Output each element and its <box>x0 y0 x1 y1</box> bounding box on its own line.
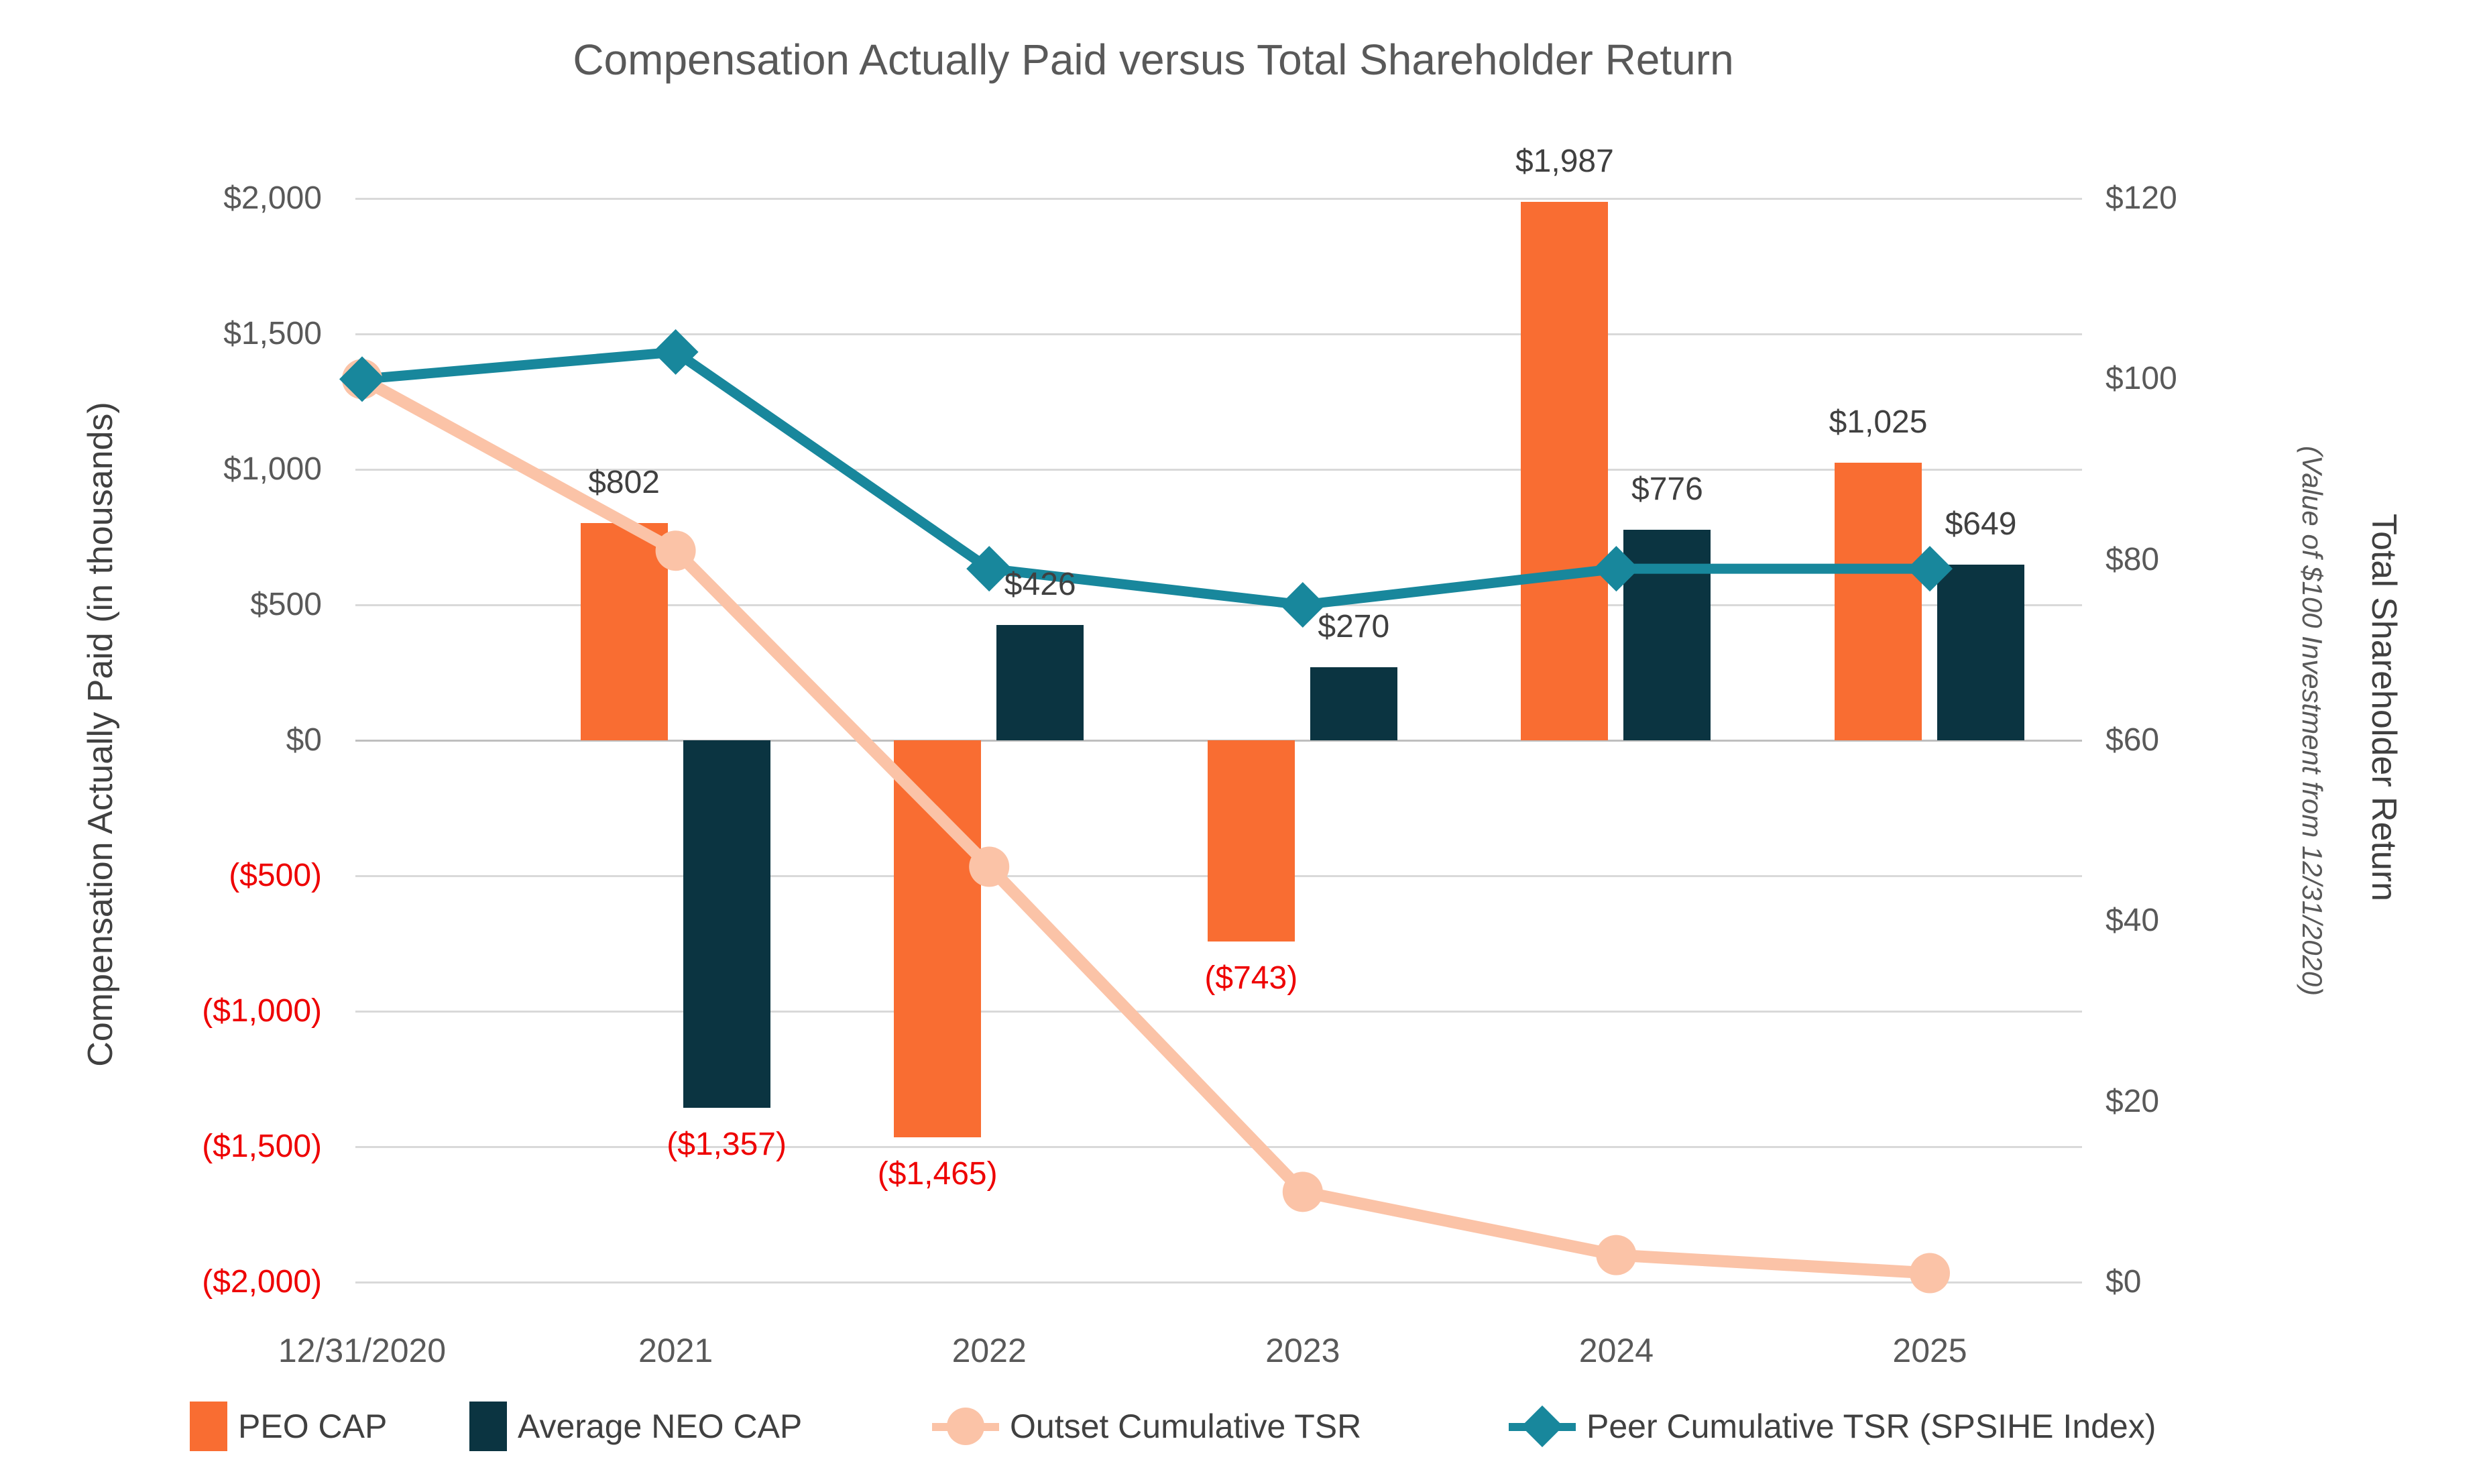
peo-cap-bar <box>894 740 982 1137</box>
bar-data-label: $776 <box>1631 471 1703 508</box>
peo-cap-bar <box>1521 202 1609 740</box>
avg-neo-cap-bar <box>1623 530 1711 740</box>
outset-tsr-line <box>359 374 1930 1279</box>
bar-data-label: $270 <box>1318 608 1390 644</box>
diamond-marker-icon <box>1521 1405 1564 1448</box>
left-axis-tick: $1,500 <box>223 316 322 351</box>
right-axis-tick: $60 <box>2105 722 2160 758</box>
legend-item: PEO CAP <box>190 1398 387 1454</box>
left-axis-tick: ($1,500) <box>202 1129 322 1164</box>
circle-marker-icon <box>947 1408 984 1445</box>
avg-neo-cap-legend-swatch <box>469 1402 507 1451</box>
left-axis-tick: $500 <box>250 587 322 622</box>
bar-data-label: ($743) <box>1204 960 1298 996</box>
bar-data-label: $802 <box>588 464 660 500</box>
chart-title: Compensation Actually Paid versus Total … <box>573 36 1734 84</box>
left-axis-tick: ($2,000) <box>202 1264 322 1300</box>
avg-neo-cap-bar <box>1937 564 2024 740</box>
gridline <box>355 1146 2082 1148</box>
outset-tsr-marker <box>1596 1235 1637 1275</box>
legend-label: Outset Cumulative TSR <box>1010 1408 1362 1445</box>
right-axis-tick: $100 <box>2105 361 2177 397</box>
bar-data-label: $426 <box>1004 566 1076 602</box>
gridline <box>355 1011 2082 1013</box>
x-axis-label: 2025 <box>1892 1332 1967 1369</box>
avg-neo-cap-bar <box>683 740 770 1108</box>
bar-data-label: $1,025 <box>1829 404 1928 440</box>
peer-tsr-legend-marker <box>1509 1398 1576 1454</box>
left-axis-tick: ($500) <box>229 858 322 893</box>
right-axis-subtitle: (Value of $100 Investment from 12/31/202… <box>2297 445 2328 996</box>
left-axis-tick: $2,000 <box>223 180 322 216</box>
x-axis-label: 2023 <box>1265 1332 1340 1369</box>
bar-data-label: $649 <box>1945 506 2017 542</box>
bar-data-label: ($1,357) <box>667 1127 787 1163</box>
right-axis-tick: $40 <box>2105 903 2160 939</box>
x-axis-label: 2024 <box>1578 1332 1654 1369</box>
x-axis-label: 2021 <box>638 1332 713 1369</box>
outset-tsr-marker <box>1282 1172 1323 1212</box>
peo-cap-legend-swatch <box>190 1402 227 1451</box>
peo-cap-bar <box>580 522 668 740</box>
bar-data-label: ($1,465) <box>877 1155 998 1192</box>
legend-item: Outset Cumulative TSR <box>932 1398 1361 1454</box>
right-axis-tick: $20 <box>2105 1083 2160 1119</box>
legend-item: Peer Cumulative TSR (SPSIHE Index) <box>1509 1398 2156 1454</box>
legend-label: PEO CAP <box>238 1408 388 1445</box>
gridline <box>355 1281 2082 1283</box>
right-axis-title: Total Shareholder Return <box>2364 513 2403 902</box>
left-axis-tick: ($1,000) <box>202 993 322 1029</box>
x-axis-label: 2022 <box>951 1332 1027 1369</box>
legend-item: Average NEO CAP <box>469 1398 802 1454</box>
left-axis-tick: $0 <box>286 722 322 758</box>
right-axis-tick: $120 <box>2105 180 2177 216</box>
legend-label: Average NEO CAP <box>518 1408 803 1445</box>
gridline <box>355 198 2082 200</box>
bar-data-label: $1,987 <box>1515 144 1614 180</box>
peo-cap-bar <box>1207 740 1295 942</box>
right-axis-tick: $80 <box>2105 541 2160 577</box>
avg-neo-cap-bar <box>1310 667 1397 740</box>
peer-tsr-marker <box>652 329 699 375</box>
right-axis-tick: $0 <box>2105 1264 2142 1300</box>
legend-label: Peer Cumulative TSR (SPSIHE Index) <box>1586 1408 2156 1445</box>
x-axis-label: 12/31/2020 <box>278 1332 447 1369</box>
peo-cap-bar <box>1835 462 1922 740</box>
avg-neo-cap-bar <box>996 624 1084 740</box>
outset-tsr-marker <box>1910 1253 1950 1294</box>
peer-tsr-marker <box>339 356 385 402</box>
outset-tsr-marker <box>342 359 382 400</box>
left-axis-tick: $1,000 <box>223 451 322 487</box>
outset-tsr-legend-marker <box>932 1398 999 1454</box>
gridline <box>355 333 2082 335</box>
